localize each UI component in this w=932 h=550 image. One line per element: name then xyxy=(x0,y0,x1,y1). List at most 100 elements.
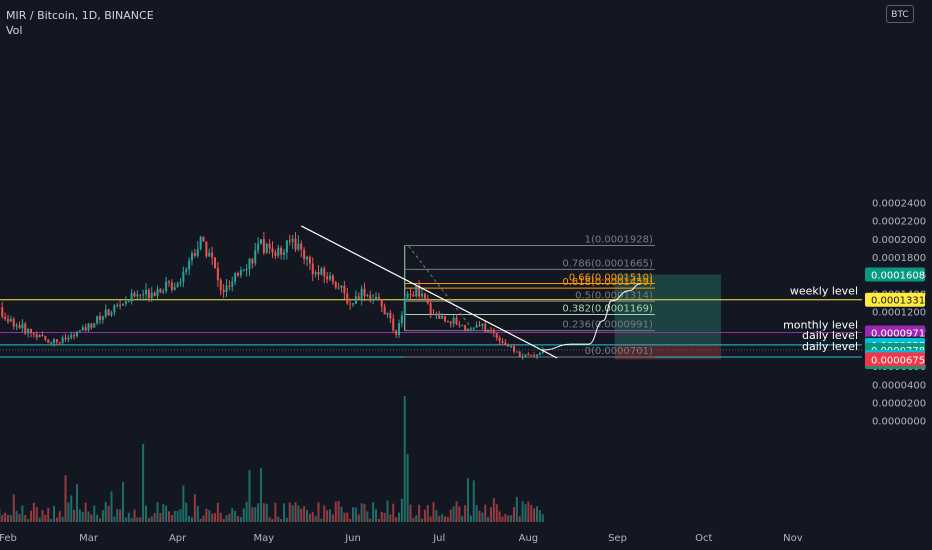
volume-bar xyxy=(349,518,352,522)
daily-level-label: daily level xyxy=(802,340,858,353)
volume-bar xyxy=(326,510,329,522)
volume-bar xyxy=(515,496,518,522)
volume-bar xyxy=(133,509,136,522)
candle-body xyxy=(9,319,12,322)
price-badge xyxy=(865,292,925,307)
volume-bar xyxy=(150,516,153,522)
volume-bar xyxy=(44,514,47,522)
volume-bar xyxy=(524,504,527,522)
volume-bar xyxy=(254,507,257,522)
volume-bar xyxy=(285,517,288,522)
candle-body xyxy=(228,285,231,287)
volume-bar xyxy=(432,502,435,522)
candle-body xyxy=(130,292,133,302)
candle-body xyxy=(234,273,237,282)
volume-bar xyxy=(311,511,314,522)
candle-body xyxy=(501,341,504,343)
candle-body xyxy=(122,303,124,306)
volume-bar xyxy=(346,512,349,522)
candle-body xyxy=(326,276,329,280)
volume-bar xyxy=(239,517,242,522)
candle-body xyxy=(237,273,239,276)
candle-body xyxy=(156,288,159,296)
candle-body xyxy=(7,319,9,322)
candle-body xyxy=(403,297,406,316)
candle-body xyxy=(162,291,165,293)
volume-bar xyxy=(377,518,380,522)
candle-body xyxy=(469,328,472,330)
candle-body xyxy=(41,334,44,336)
candle-body xyxy=(93,323,96,328)
candle-body xyxy=(58,342,61,344)
price-badge-label: 0.0001331 xyxy=(871,296,925,307)
volume-bar xyxy=(530,504,533,522)
candle-body xyxy=(24,323,27,334)
candle-body xyxy=(300,243,303,250)
candle-body xyxy=(44,335,47,340)
volume-bar xyxy=(99,518,101,522)
candle-body xyxy=(317,271,320,275)
candle-body xyxy=(314,271,317,275)
candle-body xyxy=(4,316,7,320)
candle-body xyxy=(84,327,87,331)
candle-body xyxy=(274,252,277,256)
candle-body xyxy=(490,329,492,331)
candle-body xyxy=(306,256,308,260)
volume-bar xyxy=(202,515,205,522)
volume-bar xyxy=(467,478,469,522)
volume-bar xyxy=(84,502,87,522)
volume-bar xyxy=(35,507,38,522)
volume-bar xyxy=(334,501,337,522)
volume-bar xyxy=(308,513,311,522)
candle-body xyxy=(254,250,257,264)
volume-bar xyxy=(153,513,156,522)
volume-bar xyxy=(165,505,168,522)
volume-bar xyxy=(429,516,432,522)
volume-bar xyxy=(196,505,199,522)
candle-body xyxy=(248,258,251,269)
volume-bar xyxy=(222,518,225,522)
volume-bar xyxy=(492,498,495,522)
candle-body xyxy=(216,267,219,281)
volume-bar xyxy=(119,509,122,522)
volume-bar xyxy=(435,509,438,522)
volume-bar xyxy=(211,513,214,522)
volume-bar xyxy=(104,501,107,522)
volume-bar xyxy=(81,511,84,522)
currency-button[interactable]: BTC xyxy=(886,5,914,23)
candle-body xyxy=(104,309,107,317)
x-tick-label: Apr xyxy=(169,533,187,544)
volume-bar xyxy=(162,504,165,522)
volume-bar xyxy=(455,501,458,522)
candle-body xyxy=(475,325,478,328)
x-tick-label: Jun xyxy=(344,533,361,544)
candle-body xyxy=(110,312,113,316)
candle-body xyxy=(455,317,458,325)
volume-bar xyxy=(30,510,32,522)
price-badge-label: 0.0000675 xyxy=(871,355,925,366)
volume-bar xyxy=(188,515,191,522)
candle-body xyxy=(260,239,262,244)
volume-bar xyxy=(518,516,521,522)
volume-bar xyxy=(147,517,150,522)
volume-bar xyxy=(513,507,515,522)
candle-body xyxy=(64,337,67,340)
long-stop-zone xyxy=(614,344,721,360)
candle-body xyxy=(340,285,343,288)
volume-bar xyxy=(395,517,398,522)
volume-bar xyxy=(262,503,265,522)
volume-bar xyxy=(303,506,306,522)
candle-body xyxy=(311,263,314,275)
candle-body xyxy=(107,309,110,316)
candle-body xyxy=(38,334,41,338)
candle-body xyxy=(492,330,495,334)
volume-bar xyxy=(136,517,139,522)
candles xyxy=(0,232,544,360)
volume-bar xyxy=(329,509,331,522)
candle-body xyxy=(81,327,84,331)
candle-body xyxy=(257,243,260,251)
candle-body xyxy=(196,249,199,256)
candle-body xyxy=(127,301,130,303)
volume-bar xyxy=(24,515,27,522)
